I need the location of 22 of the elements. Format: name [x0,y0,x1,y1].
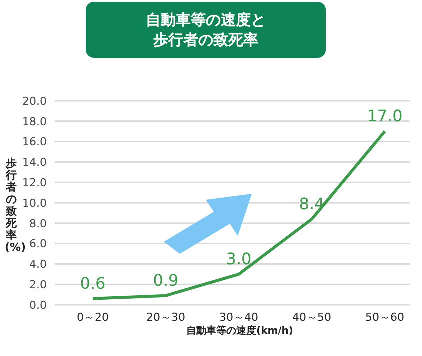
x-tick-label: 50～60 [366,310,404,324]
x-tick-label: 20～30 [146,310,186,324]
y-tick-label: 6.0 [30,238,47,251]
text: 0.9 [153,270,179,290]
text: 3.0 [226,249,252,268]
x-tick-label: 30～40 [220,310,258,324]
y-tick-label: 20.0 [22,94,47,108]
y-tick-label: 16.0 [22,136,47,149]
text: 0.6 [80,274,106,293]
chart-title: 自動車等の速度と歩行者の致死率 [145,10,267,50]
x-axis-title: 自動車等の速度(km/h) [186,324,294,338]
y-tick-label: 2.0 [30,278,47,292]
x-tick-label: 40～50 [292,310,332,324]
y-tick-label: 8.0 [30,217,47,230]
y-tick-label: 10.0 [22,196,47,210]
y-tick-label: 4.0 [30,258,47,272]
y-tick-label: 0.0 [30,298,47,312]
text: 17.0 [367,106,403,126]
x-tick-label: 0～20 [77,310,109,324]
y-tick-label: 14.0 [22,156,47,170]
y-tick-label: 12.0 [22,176,47,190]
y-tick-label: 18.0 [22,115,47,128]
